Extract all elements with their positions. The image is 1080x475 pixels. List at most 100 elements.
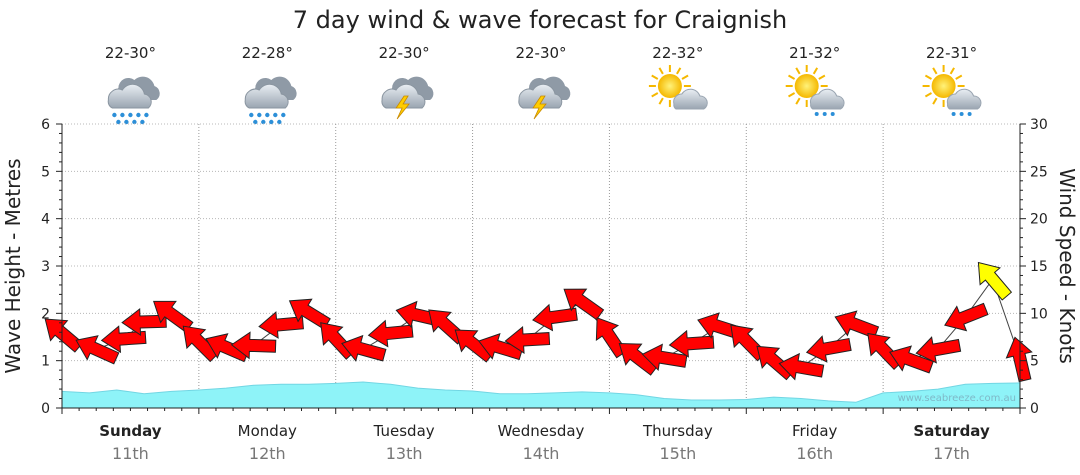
thunderstorm-icon bbox=[518, 76, 571, 120]
rain-drop bbox=[132, 119, 137, 125]
date-label-thursday: 15th bbox=[659, 444, 696, 463]
y-tick-label-left: 4 bbox=[41, 212, 50, 228]
rain-drop bbox=[959, 112, 964, 116]
plot-axes: 0 1 2 3 4 5 6 0 5 10 15 20 25 30 bbox=[41, 117, 1048, 417]
rain-drop bbox=[257, 112, 262, 118]
sun-ray bbox=[949, 67, 955, 75]
y-tick-label-left: 6 bbox=[41, 117, 50, 133]
wind-arrows bbox=[44, 261, 1033, 383]
sun-ray bbox=[788, 74, 796, 80]
date-label-tuesday: 13th bbox=[386, 444, 423, 463]
sun-disc bbox=[931, 74, 956, 98]
front-cloud-shape bbox=[518, 83, 563, 109]
day-label-saturday: Saturday bbox=[913, 422, 990, 440]
wind-direction-arrow bbox=[1005, 336, 1033, 383]
day-label-monday: Monday bbox=[238, 422, 297, 440]
wind-direction-arrow bbox=[75, 335, 120, 365]
day-label-wednesday: Wednesday bbox=[498, 422, 585, 440]
rain-drop bbox=[967, 112, 972, 116]
rain-drop bbox=[116, 119, 121, 125]
rain-drop bbox=[273, 112, 278, 118]
rain-drop bbox=[124, 119, 129, 125]
rain-drop bbox=[261, 119, 266, 125]
temperature-label-thursday: 22-32° bbox=[652, 44, 703, 62]
wind-direction-arrow bbox=[889, 345, 934, 374]
y-tick-label-right: 15 bbox=[1030, 259, 1048, 275]
y-tick-label-right: 20 bbox=[1030, 212, 1048, 228]
rain-drop bbox=[822, 112, 827, 116]
chart-title: 7 day wind & wave forecast for Craignish bbox=[293, 6, 787, 34]
wind-direction-arrow bbox=[504, 326, 551, 354]
wave-area bbox=[61, 381, 1021, 409]
day-weather-header: 22-30° 22-28° 22-30° 22-30° 22-32° 21-32° 22-3… bbox=[105, 44, 982, 125]
rain-cloud-icon bbox=[107, 76, 160, 125]
wind-direction-arrow bbox=[563, 288, 605, 321]
temperature-label-monday: 22-28° bbox=[242, 44, 293, 62]
sun-ray bbox=[795, 67, 801, 75]
wind-direction-arrow bbox=[288, 298, 331, 330]
y-tick-label-right: 25 bbox=[1030, 164, 1048, 180]
rain-drop bbox=[140, 119, 145, 125]
temperature-label-friday: 21-32° bbox=[789, 44, 840, 62]
lightning-bolt bbox=[395, 95, 410, 120]
date-label-wednesday: 14th bbox=[523, 444, 560, 463]
rain-drop bbox=[112, 112, 117, 118]
wind-direction-arrow bbox=[153, 300, 194, 333]
rain-drop bbox=[128, 112, 133, 118]
sun-ray bbox=[924, 92, 932, 98]
day-label-tuesday: Tuesday bbox=[373, 422, 435, 440]
rain-drop bbox=[951, 112, 956, 116]
rain-drop bbox=[281, 112, 286, 118]
sun-disc bbox=[657, 74, 682, 98]
sun-ray bbox=[932, 97, 938, 105]
y-tick-label-left: 0 bbox=[41, 401, 50, 417]
rain-cloud-icon bbox=[244, 76, 297, 125]
y-tick-label-left: 2 bbox=[41, 306, 50, 322]
wind-direction-arrow bbox=[641, 343, 688, 372]
day-label-sunday: Sunday bbox=[99, 422, 162, 440]
front-cloud-shape bbox=[107, 83, 152, 109]
lightning-bolt bbox=[532, 95, 547, 120]
temperature-label-tuesday: 22-30° bbox=[379, 44, 430, 62]
temperature-label-sunday: 22-30° bbox=[105, 44, 156, 62]
sun-disc bbox=[794, 74, 819, 98]
wind-direction-arrow bbox=[977, 261, 1013, 301]
sun-ray bbox=[681, 74, 689, 80]
date-label-friday: 16th bbox=[796, 444, 833, 463]
y-tick-label-right: 0 bbox=[1030, 401, 1039, 417]
wind-direction-arrow bbox=[944, 302, 989, 332]
rain-drop bbox=[269, 119, 274, 125]
sun-ray bbox=[788, 92, 796, 98]
rain-drop bbox=[144, 112, 149, 118]
cloud-shape bbox=[809, 88, 845, 110]
y-tick-label-left: 1 bbox=[41, 354, 50, 370]
rain-drop bbox=[253, 119, 258, 125]
cloud-shape bbox=[946, 88, 982, 110]
sun-ray bbox=[676, 67, 682, 75]
watermark: www.seabreeze.com.au bbox=[898, 393, 1016, 404]
sun-ray bbox=[818, 74, 826, 80]
sun-ray bbox=[795, 97, 801, 105]
temperature-label-wednesday: 22-30° bbox=[515, 44, 566, 62]
temperature-label-saturday: 22-31° bbox=[926, 44, 977, 62]
wind-direction-arrow bbox=[834, 310, 880, 339]
wind-direction-arrow bbox=[367, 319, 414, 348]
plot-grid bbox=[62, 123, 1020, 408]
sun-cloud-icon bbox=[648, 65, 708, 110]
day-label-thursday: Thursday bbox=[642, 422, 713, 440]
sun-cloud-rain-icon bbox=[922, 65, 982, 116]
rain-drop bbox=[136, 112, 141, 118]
sun-ray bbox=[812, 67, 819, 75]
front-cloud-shape bbox=[381, 83, 426, 109]
wind-direction-arrow bbox=[778, 352, 825, 381]
date-label-saturday: 17th bbox=[933, 444, 970, 463]
sun-ray bbox=[658, 97, 664, 105]
rain-drop bbox=[249, 112, 254, 118]
sun-cloud-rain-icon bbox=[785, 65, 845, 116]
date-label-sunday: 11th bbox=[112, 444, 149, 463]
wind-direction-arrow bbox=[915, 336, 962, 364]
rain-drop bbox=[120, 112, 125, 118]
sun-ray bbox=[955, 74, 963, 80]
sun-ray bbox=[651, 74, 659, 80]
